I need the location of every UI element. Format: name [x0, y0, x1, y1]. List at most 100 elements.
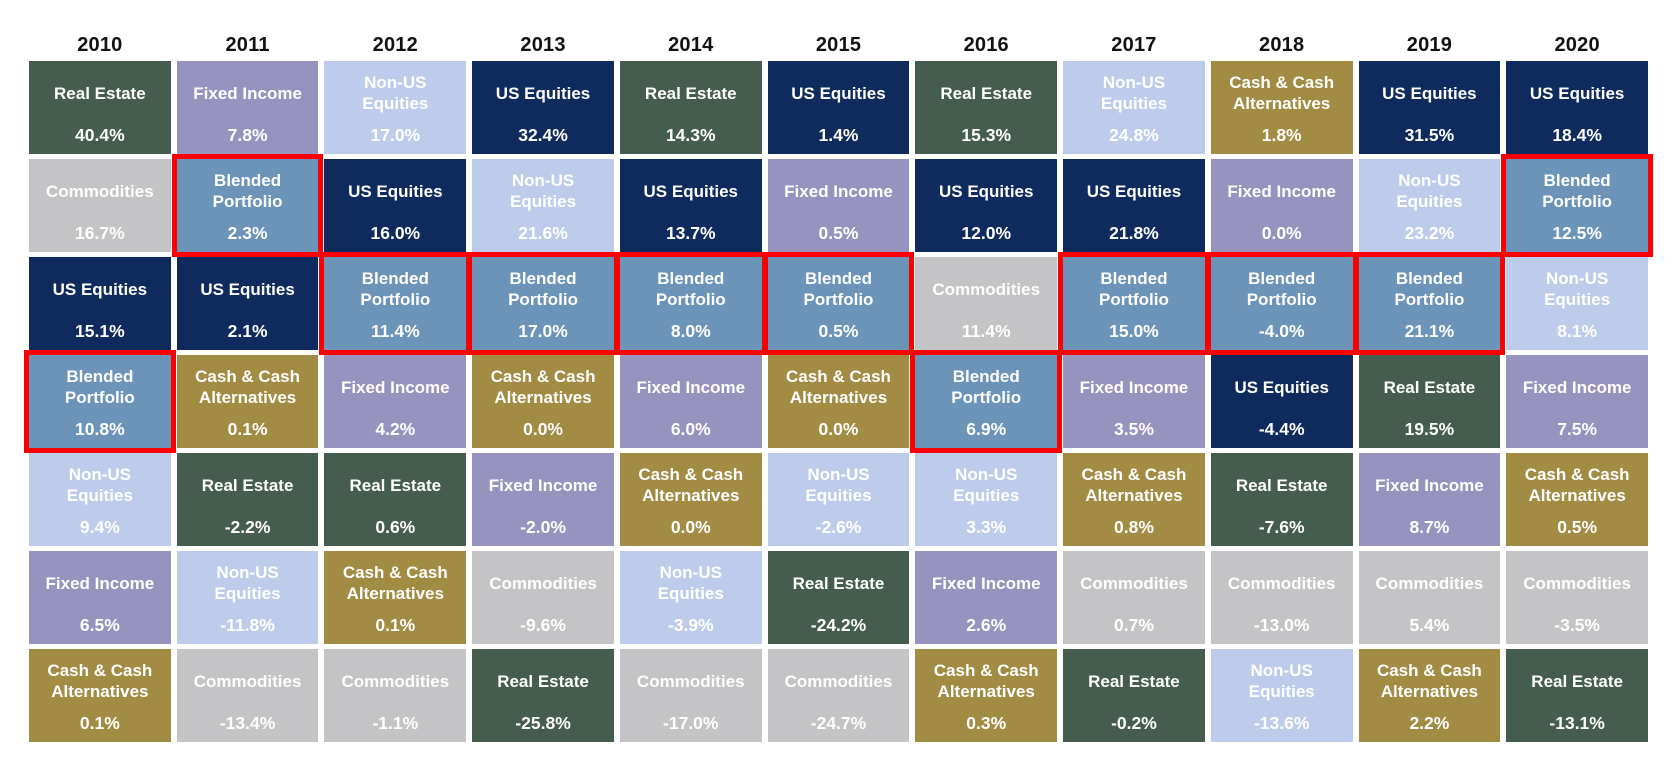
- asset-name: Non-US Equities: [509, 171, 577, 211]
- asset-return-value: 3.3%: [966, 517, 1007, 537]
- asset-name: Cash & Cash Alternatives: [1081, 465, 1187, 505]
- asset-name: Real Estate: [349, 475, 442, 495]
- cell-2018-us-equities: US Equities -4.4%: [1210, 355, 1353, 448]
- cell-2013-blended-portfolio: Blended Portfolio 17.0%: [467, 252, 619, 355]
- cell-2014-non-us-equities: Non-US Equities -3.9%: [619, 551, 762, 644]
- cell-2012-blended-portfolio: Blended Portfolio 11.4%: [319, 252, 471, 355]
- asset-name: US Equities: [348, 181, 443, 201]
- asset-name: Fixed Income: [340, 377, 450, 397]
- asset-return-value: -25.8%: [515, 713, 571, 733]
- asset-name: Real Estate: [1235, 475, 1328, 495]
- cell-2014-cash-cash-alternatives: Cash & Cash Alternatives 0.0%: [619, 453, 762, 546]
- asset-name: Fixed Income: [488, 475, 598, 495]
- cell-2017-blended-portfolio: Blended Portfolio 15.0%: [1058, 252, 1210, 355]
- asset-return-value: 0.0%: [523, 419, 563, 439]
- cell-2015-commodities: Commodities -24.7%: [767, 649, 910, 742]
- asset-name: Commodities: [193, 671, 302, 691]
- asset-name: Fixed Income: [45, 573, 155, 593]
- asset-return-value: 2.6%: [966, 615, 1007, 635]
- cell-2016-fixed-income: Fixed Income 2.6%: [915, 551, 1058, 644]
- asset-return-value: -2.2%: [224, 517, 271, 537]
- cell-2017-fixed-income: Fixed Income 3.5%: [1063, 355, 1205, 448]
- cell-2013-cash-cash-alternatives: Cash & Cash Alternatives 0.0%: [472, 355, 614, 448]
- asset-name: Cash & Cash Alternatives: [47, 661, 153, 701]
- asset-return-value: 14.3%: [665, 125, 716, 145]
- asset-name: Cash & Cash Alternatives: [342, 563, 448, 603]
- asset-return-value: 23.2%: [1404, 223, 1455, 243]
- asset-return-value: 10.8%: [75, 419, 125, 439]
- year-label-2020: 2020: [1554, 33, 1600, 56]
- cell-2018-commodities: Commodities -13.0%: [1210, 551, 1353, 644]
- cell-2014-real-estate: Real Estate 14.3%: [619, 61, 762, 154]
- cell-2017-non-us-equities: Non-US Equities 24.8%: [1063, 61, 1205, 154]
- cell-2010-blended-portfolio: Blended Portfolio 10.8%: [24, 350, 176, 453]
- asset-name: Fixed Income: [193, 83, 302, 103]
- cell-2019-us-equities: US Equities 31.5%: [1358, 61, 1501, 154]
- cell-2010-commodities: Commodities 16.7%: [29, 159, 171, 252]
- asset-return-value: 0.5%: [818, 223, 859, 243]
- asset-name: Fixed Income: [1375, 475, 1484, 495]
- asset-return-value: -13.4%: [219, 713, 276, 733]
- asset-name: Commodities: [341, 671, 450, 691]
- asset-return-value: -13.0%: [1253, 615, 1310, 635]
- cell-2013-commodities: Commodities -9.6%: [472, 551, 614, 644]
- asset-return-value: 0.6%: [375, 517, 416, 537]
- cell-2014-us-equities: US Equities 13.7%: [619, 159, 762, 252]
- asset-name: US Equities: [1382, 83, 1477, 103]
- cell-2020-blended-portfolio: Blended Portfolio 12.5%: [1501, 154, 1653, 257]
- asset-name: Non-US Equities: [362, 73, 429, 113]
- cell-2011-real-estate: Real Estate -2.2%: [176, 453, 319, 546]
- asset-name: Blended Portfolio: [360, 269, 431, 309]
- cell-2020-cash-cash-alternatives: Cash & Cash Alternatives 0.5%: [1506, 453, 1648, 546]
- year-label-2019: 2019: [1406, 33, 1453, 56]
- cell-2016-real-estate: Real Estate 15.3%: [915, 61, 1058, 154]
- asset-name: US Equities: [791, 83, 886, 103]
- cell-2013-non-us-equities: Non-US Equities 21.6%: [472, 159, 614, 252]
- asset-name: Non-US Equities: [657, 563, 724, 603]
- cell-2019-commodities: Commodities 5.4%: [1358, 551, 1501, 644]
- asset-return-value: 21.1%: [1404, 321, 1455, 341]
- cell-2017-cash-cash-alternatives: Cash & Cash Alternatives 0.8%: [1063, 453, 1205, 546]
- asset-name: Commodities: [1080, 573, 1188, 593]
- cell-2012-fixed-income: Fixed Income 4.2%: [324, 355, 467, 448]
- year-label-2011: 2011: [225, 33, 270, 56]
- asset-name: Blended Portfolio: [1394, 269, 1465, 309]
- asset-return-value: 40.4%: [75, 125, 125, 145]
- asset-return-value: -4.4%: [1258, 419, 1305, 439]
- asset-name: Blended Portfolio: [508, 269, 578, 309]
- asset-return-value: -0.2%: [1111, 713, 1157, 733]
- cell-2018-cash-cash-alternatives: Cash & Cash Alternatives 1.8%: [1210, 61, 1353, 154]
- cell-2017-real-estate: Real Estate -0.2%: [1063, 649, 1205, 742]
- asset-return-value: -24.2%: [810, 615, 867, 635]
- cell-2020-real-estate: Real Estate -13.1%: [1506, 649, 1648, 742]
- asset-name: Commodities: [1523, 573, 1631, 593]
- cell-2017-us-equities: US Equities 21.8%: [1063, 159, 1205, 252]
- asset-name: US Equities: [495, 83, 591, 103]
- asset-name: Real Estate: [1088, 671, 1180, 691]
- cell-2019-fixed-income: Fixed Income 8.7%: [1358, 453, 1501, 546]
- cell-2020-fixed-income: Fixed Income 7.5%: [1506, 355, 1648, 448]
- asset-name: Commodities: [636, 671, 745, 691]
- asset-name: Fixed Income: [1227, 181, 1336, 201]
- cell-2011-blended-portfolio: Blended Portfolio 2.3%: [171, 154, 324, 257]
- asset-name: Cash & Cash Alternatives: [638, 465, 744, 505]
- cell-2011-commodities: Commodities -13.4%: [176, 649, 319, 742]
- asset-return-value: 6.9%: [966, 419, 1007, 439]
- asset-return-value: -4.0%: [1258, 321, 1305, 341]
- asset-return-value: -9.6%: [520, 615, 566, 635]
- asset-return-value: 16.0%: [370, 223, 421, 243]
- asset-return-value: 11.4%: [370, 321, 420, 341]
- cell-2011-non-us-equities: Non-US Equities -11.8%: [176, 551, 319, 644]
- asset-name: Non-US Equities: [1100, 73, 1167, 113]
- asset-name: Non-US Equities: [1544, 269, 1611, 309]
- year-label-2010: 2010: [77, 33, 123, 56]
- asset-return-value: 0.1%: [227, 419, 268, 439]
- asset-return-value: 0.0%: [818, 419, 859, 439]
- cell-2012-commodities: Commodities -1.1%: [324, 649, 467, 742]
- cell-2010-cash-cash-alternatives: Cash & Cash Alternatives 0.1%: [29, 649, 171, 742]
- cell-2014-fixed-income: Fixed Income 6.0%: [619, 355, 762, 448]
- returns-grid: Real Estate 40.4% Fixed Income 7.8% Non-US E…: [24, 61, 1653, 742]
- cell-2011-fixed-income: Fixed Income 7.8%: [176, 61, 319, 154]
- asset-return-value: 32.4%: [518, 125, 568, 145]
- cell-2020-commodities: Commodities -3.5%: [1506, 551, 1648, 644]
